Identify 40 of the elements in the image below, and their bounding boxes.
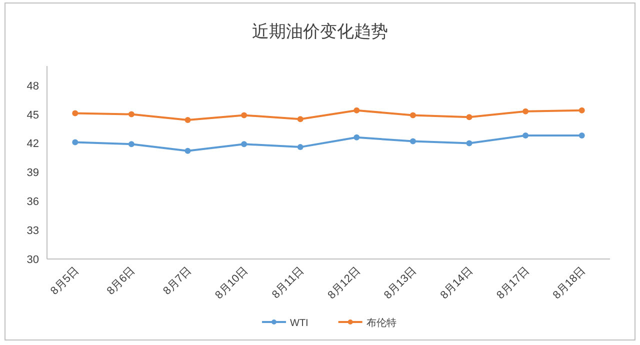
point — [72, 139, 78, 146]
x-tick-label: 8月11日 — [270, 264, 306, 302]
legend-label: 布伦特 — [366, 317, 396, 329]
chart-title: 近期油价变化趋势 — [252, 22, 388, 41]
x-tick-label: 8月5日 — [48, 264, 82, 298]
x-tick-label: 8月18日 — [550, 264, 588, 302]
y-tick-label: 42 — [26, 138, 39, 150]
point — [410, 112, 416, 118]
point — [241, 112, 248, 118]
y-tick-label: 45 — [26, 109, 39, 122]
point — [354, 107, 360, 114]
point — [578, 107, 585, 114]
y-tick-label: 33 — [26, 225, 39, 238]
point — [297, 116, 304, 122]
point — [522, 108, 529, 114]
legend-label: WTI — [290, 318, 308, 329]
x-tick-label: 8月14日 — [438, 264, 476, 302]
point — [72, 110, 78, 116]
point — [578, 132, 585, 138]
point — [466, 114, 472, 120]
point — [354, 134, 360, 140]
point — [522, 132, 529, 138]
x-tick-label: 8月6日 — [104, 264, 138, 298]
point — [128, 141, 134, 148]
point — [241, 141, 248, 148]
point — [184, 117, 191, 124]
point — [410, 138, 416, 144]
y-tick-label: 48 — [26, 80, 39, 92]
point — [184, 148, 191, 154]
point — [297, 144, 304, 150]
x-tick-label: 8月7日 — [161, 264, 194, 298]
y-tick-label: 36 — [26, 196, 39, 208]
x-tick-label: 8月17日 — [494, 264, 532, 302]
point — [128, 111, 134, 118]
point — [466, 140, 472, 146]
y-tick-label: 39 — [26, 167, 39, 180]
x-tick-label: 8月12日 — [326, 264, 363, 302]
y-tick-label: 30 — [26, 254, 39, 266]
x-tick-label: 8月10日 — [213, 264, 250, 302]
x-tick-label: 8月13日 — [382, 264, 420, 302]
